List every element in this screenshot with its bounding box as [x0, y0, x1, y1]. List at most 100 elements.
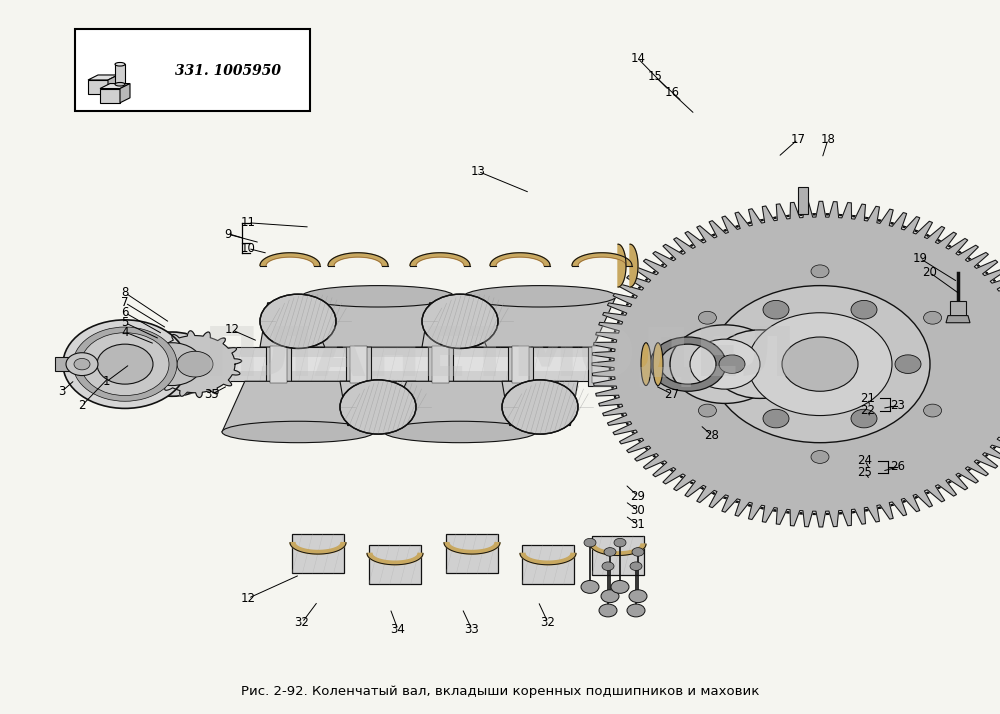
Text: 20: 20 [923, 266, 937, 279]
Text: 331. 1005950: 331. 1005950 [175, 64, 281, 79]
Polygon shape [367, 553, 423, 565]
Ellipse shape [653, 343, 663, 386]
Circle shape [712, 330, 808, 398]
Circle shape [584, 538, 596, 547]
Text: 30: 30 [631, 504, 645, 517]
Circle shape [610, 214, 1000, 514]
Circle shape [142, 343, 202, 386]
Circle shape [604, 548, 616, 556]
Bar [115, 64, 125, 84]
Circle shape [63, 320, 187, 408]
Circle shape [77, 330, 173, 398]
Circle shape [581, 580, 599, 593]
Polygon shape [410, 253, 470, 266]
Circle shape [632, 548, 644, 556]
Text: ПЛАНЕТМОДЕЛ: ПЛАНЕТМОДЕЛ [204, 324, 796, 390]
Polygon shape [148, 331, 242, 398]
Text: 16: 16 [664, 86, 680, 99]
Polygon shape [260, 253, 320, 266]
Circle shape [602, 562, 614, 570]
Circle shape [177, 351, 213, 377]
Bar [182, 357, 700, 371]
Polygon shape [328, 253, 388, 266]
Circle shape [601, 590, 619, 603]
Text: 1: 1 [102, 376, 110, 388]
Text: 32: 32 [541, 616, 555, 629]
Circle shape [614, 538, 626, 547]
Polygon shape [520, 553, 576, 565]
Circle shape [502, 380, 578, 434]
Bar [592, 536, 644, 575]
Polygon shape [100, 84, 130, 89]
Circle shape [97, 344, 153, 384]
Circle shape [698, 404, 716, 417]
Text: 11: 11 [240, 216, 256, 229]
Ellipse shape [115, 82, 125, 86]
Ellipse shape [641, 343, 651, 386]
Text: 15: 15 [648, 70, 662, 83]
Polygon shape [55, 357, 78, 371]
Bar [950, 301, 966, 316]
Circle shape [340, 380, 416, 434]
Circle shape [763, 301, 789, 319]
Circle shape [924, 404, 942, 417]
Polygon shape [502, 381, 578, 426]
Polygon shape [302, 296, 454, 347]
Text: 13: 13 [471, 165, 485, 178]
Bar [660, 343, 685, 386]
Text: 2: 2 [78, 399, 86, 412]
Circle shape [260, 294, 336, 348]
Text: 5: 5 [121, 316, 129, 329]
Circle shape [627, 604, 645, 617]
Text: 29: 29 [631, 490, 646, 503]
Bar [346, 343, 370, 386]
Bar [428, 343, 452, 386]
Bar [266, 343, 290, 386]
Circle shape [811, 265, 829, 278]
Bar [182, 347, 700, 381]
Ellipse shape [302, 286, 454, 307]
Text: 12: 12 [224, 323, 240, 336]
Text: 10: 10 [241, 242, 255, 255]
Text: 3: 3 [58, 385, 66, 398]
Bar [199, 346, 216, 383]
Text: 31: 31 [631, 518, 645, 531]
Text: 18: 18 [821, 133, 835, 146]
Circle shape [66, 353, 98, 376]
Text: 6: 6 [121, 306, 129, 319]
Polygon shape [100, 89, 120, 103]
Polygon shape [590, 544, 646, 555]
Bar [522, 545, 574, 584]
Bar [350, 346, 366, 383]
Ellipse shape [464, 286, 616, 307]
Bar [588, 343, 612, 386]
Polygon shape [592, 201, 1000, 527]
Circle shape [690, 339, 760, 389]
Bar [369, 545, 421, 584]
Bar [292, 534, 344, 573]
Text: 17: 17 [790, 133, 806, 146]
Polygon shape [572, 253, 632, 266]
Text: 8: 8 [121, 286, 129, 299]
Polygon shape [444, 543, 500, 554]
Text: 14: 14 [631, 52, 646, 65]
Circle shape [611, 580, 629, 593]
Text: 35: 35 [205, 388, 219, 401]
Circle shape [924, 311, 942, 324]
Bar [592, 346, 608, 383]
Text: 9: 9 [224, 228, 232, 241]
Text: 27: 27 [664, 388, 680, 401]
Text: 4: 4 [121, 326, 129, 338]
Circle shape [599, 604, 617, 617]
Circle shape [670, 325, 780, 403]
Text: 25: 25 [858, 466, 872, 479]
Bar [195, 343, 220, 386]
Text: 22: 22 [860, 404, 876, 417]
Circle shape [763, 409, 789, 428]
Bar [664, 346, 681, 383]
Bar [75, 29, 310, 111]
Polygon shape [290, 543, 346, 554]
Polygon shape [120, 84, 130, 103]
Circle shape [719, 355, 745, 373]
Circle shape [698, 311, 716, 324]
